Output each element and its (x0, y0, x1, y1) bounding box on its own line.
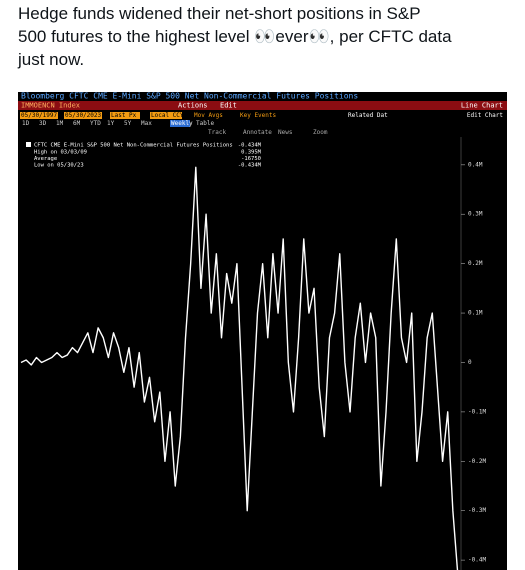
stat-value: -16750 (241, 156, 261, 162)
ticker: IMMOENCN Index (21, 102, 80, 110)
tweet-line: 500 futures to the highest level 👀ever👀,… (18, 27, 452, 46)
legend-value: -0.434M (238, 143, 262, 149)
tool-button[interactable]: Track (208, 129, 226, 136)
price-box[interactable] (110, 112, 140, 119)
y-tick-label: -0.4M (468, 557, 486, 564)
y-tick-label: 0.1M (468, 310, 483, 317)
frequency[interactable]: Weekly (171, 120, 193, 127)
key-events[interactable]: Key Events (240, 112, 277, 119)
y-tick-label: -0.3M (468, 507, 486, 514)
frequency-box[interactable] (170, 120, 190, 127)
y-tick-label: 0.2M (468, 260, 483, 267)
price-field[interactable]: Last Px (111, 112, 137, 119)
period-button[interactable]: Max (141, 120, 152, 127)
chart-type: Line Chart (461, 102, 503, 110)
tool-button[interactable]: Zoom (313, 129, 328, 136)
edit-chart[interactable]: Edit Chart (467, 112, 504, 119)
tool-button[interactable]: News (278, 129, 293, 136)
period-button[interactable]: 1D (22, 120, 30, 127)
tweet-text: Hedge funds widened their net-short posi… (18, 2, 518, 71)
stat-label: High on 03/03/09 (34, 150, 87, 156)
y-tick-label: -0.1M (468, 408, 486, 415)
period-button[interactable]: 3D (39, 120, 47, 127)
stat-label: Low on 05/30/23 (34, 163, 84, 169)
terminal-chart: Bloomberg CFTC CME E-Mini S&P 500 Net No… (18, 92, 507, 570)
header-bar (18, 101, 507, 110)
y-tick-label: 0 (468, 359, 472, 366)
legend-swatch (26, 142, 31, 147)
edit-menu[interactable]: Edit (220, 102, 237, 110)
y-tick-label: -0.2M (468, 458, 486, 465)
legend-label: CFTC CME E-Mini S&P 500 Net Non-Commerci… (34, 143, 233, 149)
mov-avgs[interactable]: Mov Avgs (194, 112, 223, 119)
period-button[interactable]: YTD (90, 120, 101, 127)
period-button[interactable]: 5Y (124, 120, 132, 127)
stat-label: Average (34, 156, 57, 162)
data-line (20, 166, 459, 570)
period-button[interactable]: 6M (73, 120, 81, 127)
y-tick-label: 0.4M (468, 161, 483, 168)
actions-menu[interactable]: Actions (178, 102, 208, 110)
related-data[interactable]: Related Dat (348, 112, 388, 119)
date-box[interactable] (20, 112, 58, 119)
terminal-title: Bloomberg CFTC CME E-Mini S&P 500 Net No… (21, 92, 358, 101)
currency-box[interactable] (150, 112, 182, 119)
tweet-line: Hedge funds widened their net-short posi… (18, 4, 421, 23)
table-button[interactable]: Table (196, 120, 214, 127)
end-date[interactable]: 05/30/2023 (65, 112, 102, 119)
date-box[interactable] (64, 112, 102, 119)
period-button[interactable]: 1M (56, 120, 64, 127)
period-button[interactable]: 1Y (107, 120, 115, 127)
tool-button[interactable]: Annotate (243, 129, 272, 136)
y-tick-label: 0.3M (468, 211, 483, 218)
tweet-line: just now. (18, 50, 85, 69)
currency[interactable]: Local CCY (151, 112, 184, 119)
stat-value: 0.395M (241, 150, 262, 156)
start-date[interactable]: 05/30/1997 (21, 112, 58, 119)
stat-value: -0.434M (238, 163, 262, 169)
